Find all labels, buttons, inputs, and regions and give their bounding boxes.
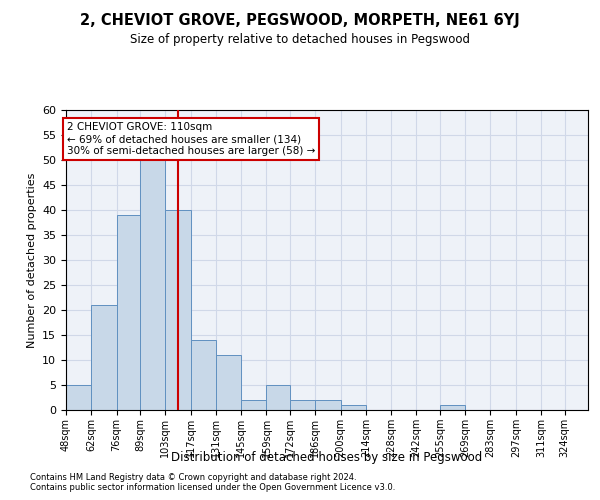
Bar <box>315 400 341 410</box>
Text: Size of property relative to detached houses in Pegswood: Size of property relative to detached ho… <box>130 32 470 46</box>
Text: Distribution of detached houses by size in Pegswood: Distribution of detached houses by size … <box>172 451 482 464</box>
Bar <box>290 400 315 410</box>
Bar <box>91 305 116 410</box>
Text: Contains HM Land Registry data © Crown copyright and database right 2024.: Contains HM Land Registry data © Crown c… <box>30 472 356 482</box>
Bar <box>66 385 91 410</box>
Bar <box>341 405 366 410</box>
Text: 2 CHEVIOT GROVE: 110sqm
← 69% of detached houses are smaller (134)
30% of semi-d: 2 CHEVIOT GROVE: 110sqm ← 69% of detache… <box>67 122 315 156</box>
Bar <box>166 210 191 410</box>
Bar <box>440 405 465 410</box>
Text: 2, CHEVIOT GROVE, PEGSWOOD, MORPETH, NE61 6YJ: 2, CHEVIOT GROVE, PEGSWOOD, MORPETH, NE6… <box>80 12 520 28</box>
Bar <box>140 160 166 410</box>
Bar <box>266 385 290 410</box>
Bar <box>191 340 216 410</box>
Text: Contains public sector information licensed under the Open Government Licence v3: Contains public sector information licen… <box>30 482 395 492</box>
Bar <box>116 215 140 410</box>
Bar <box>216 355 241 410</box>
Y-axis label: Number of detached properties: Number of detached properties <box>26 172 37 348</box>
Bar <box>241 400 266 410</box>
